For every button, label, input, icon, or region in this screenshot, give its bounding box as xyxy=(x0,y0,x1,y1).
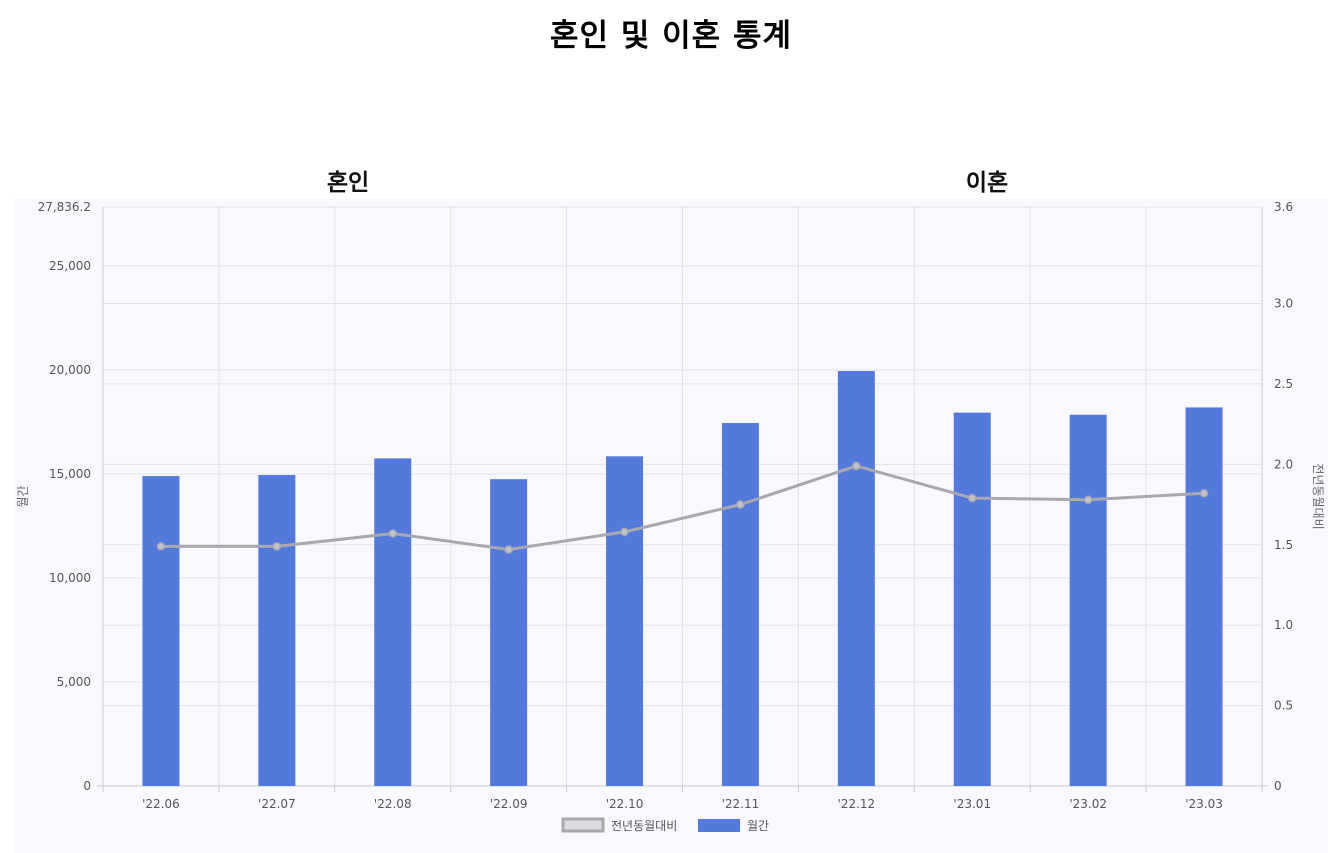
bar xyxy=(374,458,412,786)
x-tick-label: '23.03 xyxy=(1185,797,1223,811)
x-tick-label: '22.11 xyxy=(722,797,760,811)
x-tick-label: '22.06 xyxy=(142,797,180,811)
line-point xyxy=(620,527,629,537)
x-tick-label: '23.02 xyxy=(1069,797,1107,811)
y-right-axis-title: 전년동월대비 xyxy=(1311,463,1325,529)
line-point xyxy=(388,529,397,538)
bar xyxy=(142,476,180,786)
bar xyxy=(258,475,296,786)
bar xyxy=(721,423,759,786)
legend-label-line: 전년동월대비 xyxy=(611,819,677,833)
y-left-tick-label: 10,000 xyxy=(49,571,91,585)
x-tick-label: '22.07 xyxy=(258,797,296,811)
x-tick-label: '22.08 xyxy=(374,797,412,811)
y-right-tick-label: 3.6 xyxy=(1274,200,1293,214)
line-point xyxy=(968,493,977,503)
y-right-tick-label: 0.5 xyxy=(1274,699,1293,713)
line-point xyxy=(736,500,745,509)
x-tick-label: '22.10 xyxy=(606,797,644,811)
line-point xyxy=(1199,489,1209,498)
line-point xyxy=(272,542,282,551)
y-left-tick-label: 5,000 xyxy=(57,675,91,689)
line-point xyxy=(1083,495,1093,504)
x-tick-label: '23.01 xyxy=(953,797,991,811)
chart-area: 0 5,000 10,000 15,000 20,000 25,000 27,836.2 0 0… xyxy=(15,199,1328,853)
bar xyxy=(606,456,644,786)
legend-swatch-bar xyxy=(698,819,740,832)
combo-chart: 0 5,000 10,000 15,000 20,000 25,000 27,836.2 0 0… xyxy=(16,200,1325,833)
y-right-tick-label: 1.0 xyxy=(1274,618,1293,632)
y-left-tick-label: 20,000 xyxy=(49,363,91,377)
legend-label-bar: 월간 xyxy=(747,819,769,833)
tab-marriage[interactable]: 혼인 xyxy=(326,170,370,196)
bar xyxy=(953,412,991,786)
y-left-tick-label: 25,000 xyxy=(49,259,91,273)
y-right-tick-label: 2.0 xyxy=(1274,457,1293,471)
bar xyxy=(490,479,528,786)
y-left-tick-label: 15,000 xyxy=(49,467,91,481)
line-point xyxy=(504,545,513,554)
x-tick-label: '22.09 xyxy=(490,797,528,811)
y-left-axis-title: 월간 xyxy=(16,485,30,507)
y-right-tick-label: 3.0 xyxy=(1274,297,1293,311)
line-point xyxy=(852,461,861,471)
y-left-tick-label: 0 xyxy=(83,779,91,793)
y-right-tick-label: 1.5 xyxy=(1274,538,1293,552)
y-right-tick-label: 0 xyxy=(1274,779,1282,793)
page-title: 혼인 및 이혼 통계 xyxy=(549,18,793,54)
line-point xyxy=(156,542,166,551)
line-series xyxy=(160,464,1205,552)
y-left-tick-label: 27,836.2 xyxy=(38,200,91,214)
tab-divorce[interactable]: 이혼 xyxy=(965,170,1009,196)
legend-swatch-line xyxy=(561,817,605,833)
bar xyxy=(1185,407,1223,786)
y-right-tick-label: 2.5 xyxy=(1274,377,1293,391)
bar xyxy=(1069,414,1107,786)
bar xyxy=(837,371,875,786)
x-tick-label: '22.12 xyxy=(838,797,876,811)
